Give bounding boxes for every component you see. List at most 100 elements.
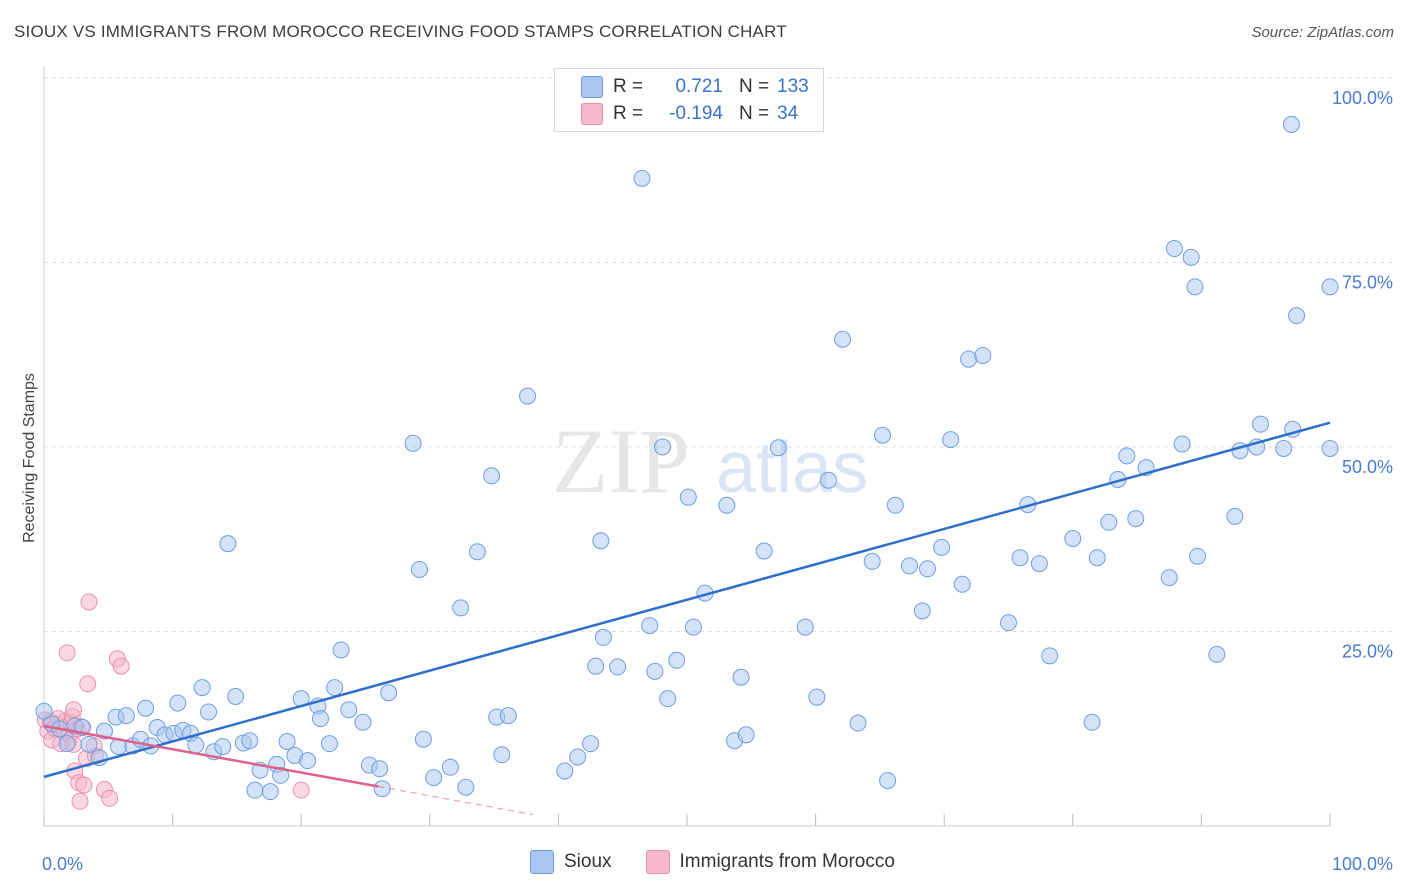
legend-label-sioux: Sioux [564, 851, 612, 872]
y-axis-label: Receiving Food Stamps [21, 373, 38, 543]
sioux-point [594, 628, 612, 646]
sioux-point [441, 758, 459, 776]
sioux-point [1165, 239, 1183, 257]
sioux-point [299, 752, 317, 770]
sioux-point [732, 668, 750, 686]
legend-item-sioux[interactable]: Sioux [530, 850, 612, 874]
sioux-point [332, 641, 350, 659]
sioux-trend-line [43, 421, 1331, 779]
sioux-point [1088, 549, 1106, 567]
sioux-point [411, 561, 429, 579]
x-tick-label: 100.0% [1332, 854, 1393, 874]
sioux-point [214, 738, 232, 756]
morocco-point [292, 781, 310, 799]
sioux-point [340, 701, 358, 719]
sioux-point [659, 690, 677, 708]
sioux-point [499, 707, 517, 725]
sioux-point [241, 732, 259, 750]
sioux-point [278, 732, 296, 750]
sioux-point [834, 330, 852, 348]
sioux-point [373, 780, 391, 798]
sioux-point [1288, 307, 1306, 325]
sioux-point [668, 651, 686, 669]
watermark-atlas: atlas [716, 428, 868, 508]
axis-layer [43, 66, 1331, 827]
sioux-point [755, 542, 773, 560]
sioux-point [609, 658, 627, 676]
sioux-point [1041, 647, 1059, 665]
n-value: 133 [777, 76, 809, 97]
sioux-point [404, 434, 422, 452]
sioux-point [737, 726, 755, 744]
sioux-swatch [530, 850, 554, 874]
sioux-point [1173, 435, 1191, 453]
grid-layer [44, 77, 1396, 632]
legend-item-morocco[interactable]: Immigrants from Morocco [645, 850, 895, 874]
sioux-point [1186, 278, 1204, 296]
sioux-point [58, 735, 76, 753]
legend-row-morocco: R = -0.194 N = 34 [581, 101, 798, 127]
sioux-point [879, 772, 897, 790]
sioux-point [556, 762, 574, 780]
morocco-point [71, 792, 89, 810]
sioux-point [452, 599, 470, 617]
x-tick-label: 0.0% [42, 854, 83, 874]
r-value: -0.194 [669, 103, 723, 124]
sioux-point [679, 488, 697, 506]
sioux-point [769, 439, 787, 457]
sioux-point [1208, 645, 1226, 663]
sioux-point [974, 346, 992, 364]
r-label: R = [613, 103, 644, 124]
sioux-point [592, 532, 610, 550]
sioux-point [819, 471, 837, 489]
sioux-point [80, 735, 98, 753]
sioux-point [960, 350, 978, 368]
y-tick-label: 25.0% [1342, 642, 1393, 662]
sioux-point [193, 679, 211, 697]
sioux-point [246, 781, 264, 799]
morocco-trend-extension [378, 785, 533, 816]
sioux-point [320, 735, 338, 753]
r-label: R = [613, 76, 644, 97]
sioux-point [718, 496, 736, 514]
sioux-point [493, 746, 511, 764]
sioux-point [953, 575, 971, 593]
sioux-point [35, 702, 53, 720]
sioux-swatch [581, 76, 603, 98]
sioux-point [863, 552, 881, 570]
morocco-point [75, 776, 93, 794]
morocco-point [58, 644, 76, 662]
sioux-point [1182, 248, 1200, 266]
n-label: N = [739, 103, 770, 124]
morocco-point [65, 701, 83, 719]
sioux-point [646, 662, 664, 680]
morocco-point [112, 657, 130, 675]
sioux-point [311, 710, 329, 728]
sioux-point [483, 467, 501, 485]
sioux-point [1252, 415, 1270, 433]
sioux-point [1321, 278, 1339, 296]
y-tick-label: 50.0% [1342, 457, 1393, 477]
sioux-point [633, 169, 651, 187]
sioux-point [261, 783, 279, 801]
sioux-point [326, 679, 344, 697]
sioux-point [1011, 549, 1029, 567]
sioux-point [1282, 115, 1300, 133]
morocco-point [80, 593, 98, 611]
sioux-point [371, 760, 389, 778]
r-value: 0.721 [675, 76, 723, 97]
trend-layer [43, 421, 1331, 816]
sioux-point [684, 618, 702, 636]
sioux-point [519, 387, 537, 405]
sioux-point [1030, 555, 1048, 573]
n-value: 34 [777, 103, 799, 124]
sioux-point [137, 699, 155, 717]
sioux-point [1083, 713, 1101, 731]
watermark-zip: ZIP [552, 410, 690, 512]
legend-row-sioux: R = 0.721 N = 133 [581, 74, 809, 100]
sioux-point [219, 535, 237, 553]
sioux-point [1321, 439, 1339, 457]
sioux-point [933, 538, 951, 556]
source-label: Source: ZipAtlas.com [1251, 24, 1394, 41]
sioux-point [942, 431, 960, 449]
